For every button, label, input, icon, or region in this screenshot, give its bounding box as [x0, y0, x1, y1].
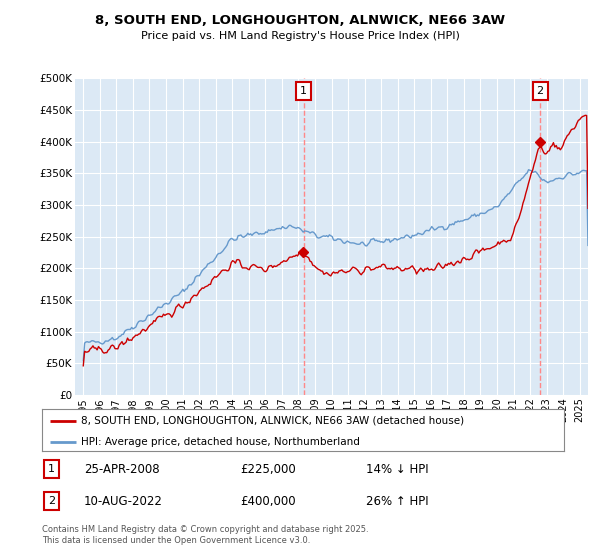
Text: 1: 1 [48, 464, 55, 474]
Text: £400,000: £400,000 [241, 494, 296, 508]
Text: Contains HM Land Registry data © Crown copyright and database right 2025.
This d: Contains HM Land Registry data © Crown c… [42, 525, 368, 545]
Text: 2: 2 [48, 496, 55, 506]
Text: 14% ↓ HPI: 14% ↓ HPI [365, 463, 428, 475]
Text: £225,000: £225,000 [241, 463, 296, 475]
Text: 8, SOUTH END, LONGHOUGHTON, ALNWICK, NE66 3AW: 8, SOUTH END, LONGHOUGHTON, ALNWICK, NE6… [95, 14, 505, 27]
Text: HPI: Average price, detached house, Northumberland: HPI: Average price, detached house, Nort… [81, 437, 360, 446]
Text: 2: 2 [536, 86, 544, 96]
Text: Price paid vs. HM Land Registry's House Price Index (HPI): Price paid vs. HM Land Registry's House … [140, 31, 460, 41]
Text: 8, SOUTH END, LONGHOUGHTON, ALNWICK, NE66 3AW (detached house): 8, SOUTH END, LONGHOUGHTON, ALNWICK, NE6… [81, 416, 464, 426]
Text: 10-AUG-2022: 10-AUG-2022 [84, 494, 163, 508]
Text: 25-APR-2008: 25-APR-2008 [84, 463, 160, 475]
Text: 26% ↑ HPI: 26% ↑ HPI [365, 494, 428, 508]
Text: 1: 1 [300, 86, 307, 96]
